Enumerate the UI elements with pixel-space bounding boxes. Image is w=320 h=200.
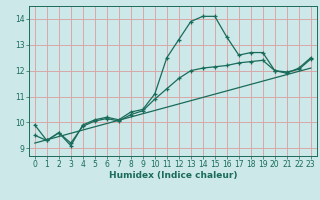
X-axis label: Humidex (Indice chaleur): Humidex (Indice chaleur) — [108, 171, 237, 180]
